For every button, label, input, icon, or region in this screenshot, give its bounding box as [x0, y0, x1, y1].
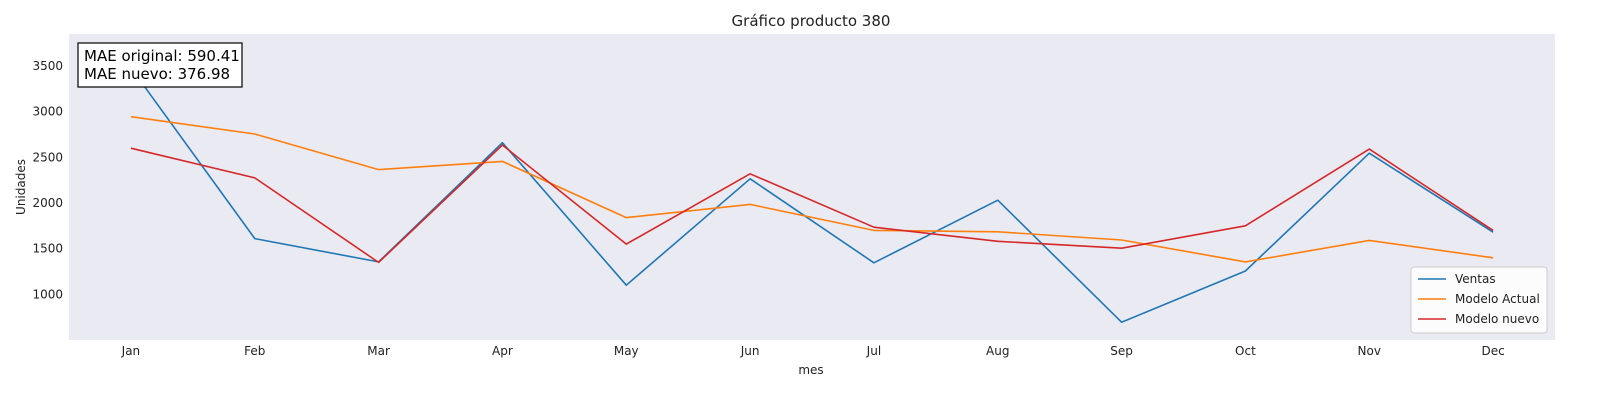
legend-entry: Modelo Actual: [1455, 292, 1540, 306]
legend-frame: [1410, 266, 1548, 334]
y-tick-label: 2000: [32, 196, 63, 210]
y-tick-label: 3000: [32, 105, 63, 119]
chart-title: Gráfico producto 380: [732, 12, 891, 30]
annotation-line-original: MAE original: 590.41: [84, 47, 240, 65]
y-tick-label: 1000: [32, 287, 63, 301]
series-line-ventas: [130, 67, 1494, 324]
annotation-frame: [77, 42, 243, 88]
mae-annotation-box: MAE original: 590.41 MAE nuevo: 376.98: [77, 42, 243, 88]
x-tick-label: Sep: [1110, 344, 1133, 358]
legend: Ventas Modelo Actual Modelo nuevo: [1410, 266, 1548, 334]
x-axis-label: mes: [798, 363, 823, 377]
x-tick-label: Oct: [1235, 344, 1256, 358]
x-tick-label: Feb: [244, 344, 265, 358]
y-axis: 1000 1500 2000 2500 3000 3500: [32, 59, 63, 301]
x-tick-label: Mar: [367, 344, 390, 358]
x-tick-label: Jun: [740, 344, 760, 358]
y-axis-label: Unidades: [14, 159, 28, 215]
legend-entry: Ventas: [1455, 272, 1496, 286]
annotation-line-new: MAE nuevo: 376.98: [84, 65, 230, 83]
plot-area: [69, 34, 1555, 340]
y-tick-label: 2500: [32, 150, 63, 164]
series-line-modelo-actual: [130, 115, 1494, 263]
x-tick-label: Apr: [492, 344, 513, 358]
x-tick-label: Aug: [986, 344, 1009, 358]
legend-entry: Modelo nuevo: [1455, 312, 1539, 326]
x-tick-label: Jul: [866, 344, 881, 358]
y-tick-label: 3500: [32, 59, 63, 73]
series-lines: [130, 67, 1494, 324]
x-tick-label: May: [614, 344, 639, 358]
series-line-modelo-nuevo: [130, 144, 1494, 264]
x-axis: Jan Feb Mar Apr May Jun Jul Aug Sep Oct Nov Dec: [121, 344, 1505, 358]
x-tick-label: Nov: [1358, 344, 1381, 358]
x-tick-label: Jan: [121, 344, 141, 358]
y-tick-label: 1500: [32, 242, 63, 256]
x-tick-label: Dec: [1481, 344, 1504, 358]
